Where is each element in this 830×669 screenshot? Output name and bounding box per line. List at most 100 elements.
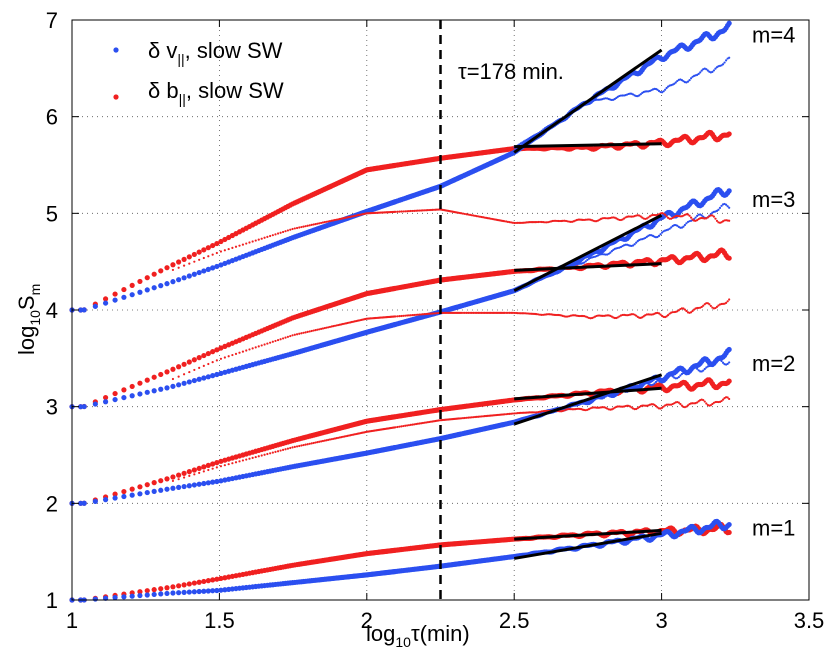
b-series-point-m1 <box>205 578 211 584</box>
v-series-point-m1 <box>158 591 164 597</box>
b-secondary-point-m4 <box>330 219 333 222</box>
b-secondary-point-m2 <box>461 417 465 420</box>
v-series-point-m4 <box>121 294 127 300</box>
b-secondary-point-m3 <box>677 309 680 312</box>
b-secondary-point-m4 <box>332 219 335 222</box>
v-secondary-point-m4 <box>680 78 684 82</box>
b-secondary-point-m2 <box>726 396 729 399</box>
y-tick-label: 6 <box>46 105 58 130</box>
b-secondary-point-m4 <box>583 218 586 222</box>
b-secondary-point-m2 <box>211 467 214 470</box>
b-secondary-point-m4 <box>618 218 621 222</box>
b-series-point-m2 <box>196 465 202 472</box>
v-series-point-m3 <box>158 386 164 392</box>
b-secondary-point-m4 <box>621 218 624 221</box>
v-series-point-m4 <box>214 263 220 270</box>
b-series-point-m4 <box>151 271 157 277</box>
v-series-point-m1 <box>222 587 228 593</box>
b-secondary-point-m4 <box>537 220 540 224</box>
b-secondary-point-m4 <box>289 228 292 231</box>
b-secondary-point-m3 <box>198 366 201 369</box>
b-series-point-m4 <box>191 251 197 258</box>
v-fit-line-m1 <box>513 531 662 560</box>
b-secondary-point-m4 <box>269 234 272 238</box>
b-secondary-point-m4 <box>271 234 274 237</box>
b-secondary-point-m2 <box>662 405 665 408</box>
b-secondary-point-m3 <box>171 377 175 381</box>
b-secondary-point-m2 <box>465 416 468 419</box>
b-secondary-point-m4 <box>639 215 642 218</box>
b-secondary-point-m3 <box>316 328 319 331</box>
b-secondary-point-m3 <box>465 311 468 314</box>
v-secondary-point-m3 <box>718 206 722 209</box>
b-secondary-point-m2 <box>293 445 296 449</box>
b-secondary-point-m4 <box>238 244 241 247</box>
v-secondary-point-m3 <box>726 205 729 208</box>
b-secondary-point-m4 <box>714 217 717 220</box>
b-secondary-point-m2 <box>257 455 260 458</box>
b-secondary-point-m3 <box>407 314 411 317</box>
b-secondary-point-m2 <box>583 408 586 412</box>
b-secondary-point-m3 <box>481 311 485 314</box>
b-series-point-m2 <box>201 464 207 470</box>
v-series-point-m4 <box>210 265 216 271</box>
b-secondary-point-m2 <box>661 406 664 409</box>
b-secondary-point-m4 <box>248 241 251 244</box>
b-secondary-point-m3 <box>215 359 218 362</box>
v-secondary-point-m3 <box>601 253 604 256</box>
b-secondary-point-m2 <box>207 468 210 472</box>
b-secondary-point-m2 <box>330 438 333 441</box>
v-secondary-point-m4 <box>639 93 642 96</box>
b-secondary-point-m4 <box>306 224 309 227</box>
b-secondary-point-m3 <box>300 332 303 335</box>
b-series-point-m3 <box>201 352 207 359</box>
b-secondary-point-m4 <box>325 220 328 223</box>
b-secondary-point-m4 <box>211 253 214 256</box>
b-series-point-m3 <box>102 394 109 401</box>
b-secondary-point-m2 <box>680 404 684 407</box>
b-secondary-point-m3 <box>312 329 315 332</box>
v-series-point-m1 <box>144 592 150 598</box>
v-secondary-point-m2 <box>702 369 705 372</box>
v-secondary-point-m2 <box>689 368 693 371</box>
v-secondary-point-m4 <box>589 101 592 104</box>
b-secondary-point-m4 <box>398 210 401 213</box>
v-secondary-point-m3 <box>685 222 688 225</box>
b-secondary-point-m2 <box>697 400 700 403</box>
v-series-point-m4 <box>112 297 118 303</box>
b-secondary-point-m3 <box>266 342 269 345</box>
v-secondary-point-m2 <box>714 361 717 364</box>
b-secondary-point-m4 <box>327 220 330 223</box>
b-secondary-point-m2 <box>475 415 478 418</box>
b-secondary-point-m2 <box>636 407 639 410</box>
b-secondary-point-m4 <box>279 231 282 234</box>
order-label-m3: m=3 <box>752 187 795 212</box>
v-series-point-m1 <box>201 588 207 594</box>
v-series-point-m3 <box>129 393 135 399</box>
v-series-point-m3 <box>144 389 150 395</box>
b-secondary-point-m2 <box>418 422 421 425</box>
v-secondary-point-m4 <box>665 86 668 90</box>
b-secondary-point-m3 <box>685 309 688 313</box>
b-series-point-m3 <box>181 361 187 367</box>
b-series-point-m3 <box>137 380 143 386</box>
b-secondary-point-m4 <box>645 217 648 220</box>
b-series-point-m3 <box>129 383 135 390</box>
b-secondary-point-m4 <box>473 214 477 217</box>
b-series-point-m3 <box>144 377 150 383</box>
b-secondary-point-m4 <box>535 220 538 224</box>
v-series-point-m3 <box>81 403 87 410</box>
v-secondary-point-m2 <box>712 362 716 366</box>
b-secondary-point-m3 <box>323 326 326 330</box>
v-secondary-point-m4 <box>686 80 690 83</box>
b-secondary-point-m3 <box>284 336 287 339</box>
b-secondary-point-m4 <box>404 210 407 213</box>
b-series-point-m4 <box>137 278 143 285</box>
v-series-point-m1 <box>210 588 216 594</box>
b-secondary-point-m4 <box>202 256 205 260</box>
v-series-point-m3 <box>186 379 192 385</box>
b-secondary-point-m2 <box>171 479 175 483</box>
b-secondary-point-m4 <box>415 209 418 212</box>
b-secondary-point-m2 <box>679 402 682 406</box>
